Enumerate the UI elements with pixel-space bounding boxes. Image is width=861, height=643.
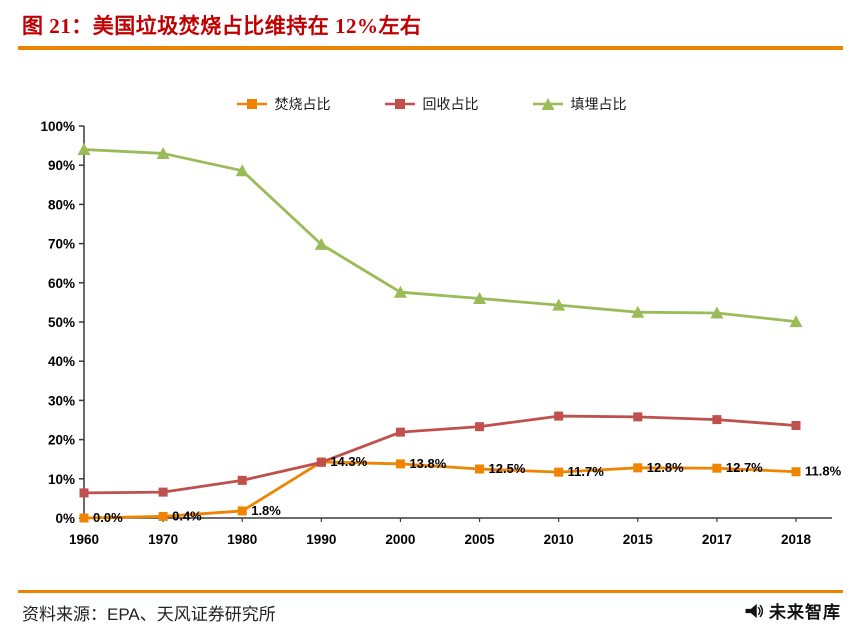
svg-text:90%: 90% bbox=[48, 158, 75, 173]
svg-text:12.8%: 12.8% bbox=[647, 460, 684, 475]
svg-text:60%: 60% bbox=[48, 276, 75, 291]
svg-text:1970: 1970 bbox=[148, 532, 178, 547]
legend-item-recycling: 回收占比 bbox=[383, 94, 479, 114]
legend-item-landfill: 填埋占比 bbox=[531, 94, 627, 114]
svg-text:1.8%: 1.8% bbox=[251, 503, 281, 518]
legend-marker-square-red-icon bbox=[384, 99, 415, 109]
svg-text:14.3%: 14.3% bbox=[330, 454, 367, 469]
svg-text:70%: 70% bbox=[48, 237, 75, 252]
svg-text:11.8%: 11.8% bbox=[805, 464, 842, 479]
svg-text:1960: 1960 bbox=[69, 532, 99, 547]
svg-text:11.7%: 11.7% bbox=[568, 464, 605, 479]
legend-label-landfill: 填埋占比 bbox=[570, 96, 627, 112]
legend-marker-square-orange-icon bbox=[236, 99, 267, 109]
chart-legend: 焚烧占比 回收占比 填埋占比 bbox=[0, 94, 861, 114]
svg-text:100%: 100% bbox=[40, 119, 75, 134]
legend-marker-triangle-green-icon bbox=[532, 98, 563, 110]
svg-text:2017: 2017 bbox=[702, 532, 732, 547]
svg-text:1980: 1980 bbox=[227, 532, 257, 547]
svg-text:0%: 0% bbox=[55, 511, 75, 526]
svg-text:30%: 30% bbox=[48, 393, 75, 408]
svg-text:13.8%: 13.8% bbox=[409, 456, 446, 471]
svg-text:12.7%: 12.7% bbox=[726, 460, 763, 475]
figure-title: 图 21：美国垃圾焚烧占比维持在 12%左右 bbox=[22, 14, 422, 38]
source-text: 资料来源：EPA、天风证券研究所 bbox=[22, 605, 276, 624]
svg-text:80%: 80% bbox=[48, 197, 75, 212]
svg-text:40%: 40% bbox=[48, 354, 75, 369]
footer: 资料来源：EPA、天风证券研究所 未来智库 bbox=[0, 598, 861, 628]
brand: 未来智库 bbox=[743, 598, 841, 623]
megaphone-icon bbox=[745, 603, 763, 618]
svg-text:20%: 20% bbox=[48, 433, 75, 448]
legend-label-recycling: 回收占比 bbox=[422, 96, 479, 112]
svg-text:0.0%: 0.0% bbox=[93, 510, 123, 525]
svg-text:12.5%: 12.5% bbox=[489, 461, 526, 476]
svg-text:2015: 2015 bbox=[623, 532, 654, 547]
svg-text:1990: 1990 bbox=[306, 532, 336, 547]
legend-label-incineration: 焚烧占比 bbox=[274, 96, 331, 112]
brand-name: 未来智库 bbox=[769, 603, 841, 622]
svg-text:10%: 10% bbox=[48, 472, 75, 487]
svg-text:2005: 2005 bbox=[465, 532, 496, 547]
title-divider bbox=[18, 46, 843, 50]
svg-text:0.4%: 0.4% bbox=[172, 508, 202, 523]
line-chart-canvas: 0% 10% 20% 30% 40% 50% 60% 70% 80% 90% 100% 1960 197… bbox=[40, 119, 842, 547]
footer-divider bbox=[18, 590, 843, 593]
legend-item-incineration: 焚烧占比 bbox=[235, 94, 331, 114]
svg-text:2018: 2018 bbox=[781, 532, 812, 547]
svg-text:50%: 50% bbox=[48, 315, 75, 330]
svg-text:2010: 2010 bbox=[544, 532, 574, 547]
svg-text:2000: 2000 bbox=[385, 532, 415, 547]
